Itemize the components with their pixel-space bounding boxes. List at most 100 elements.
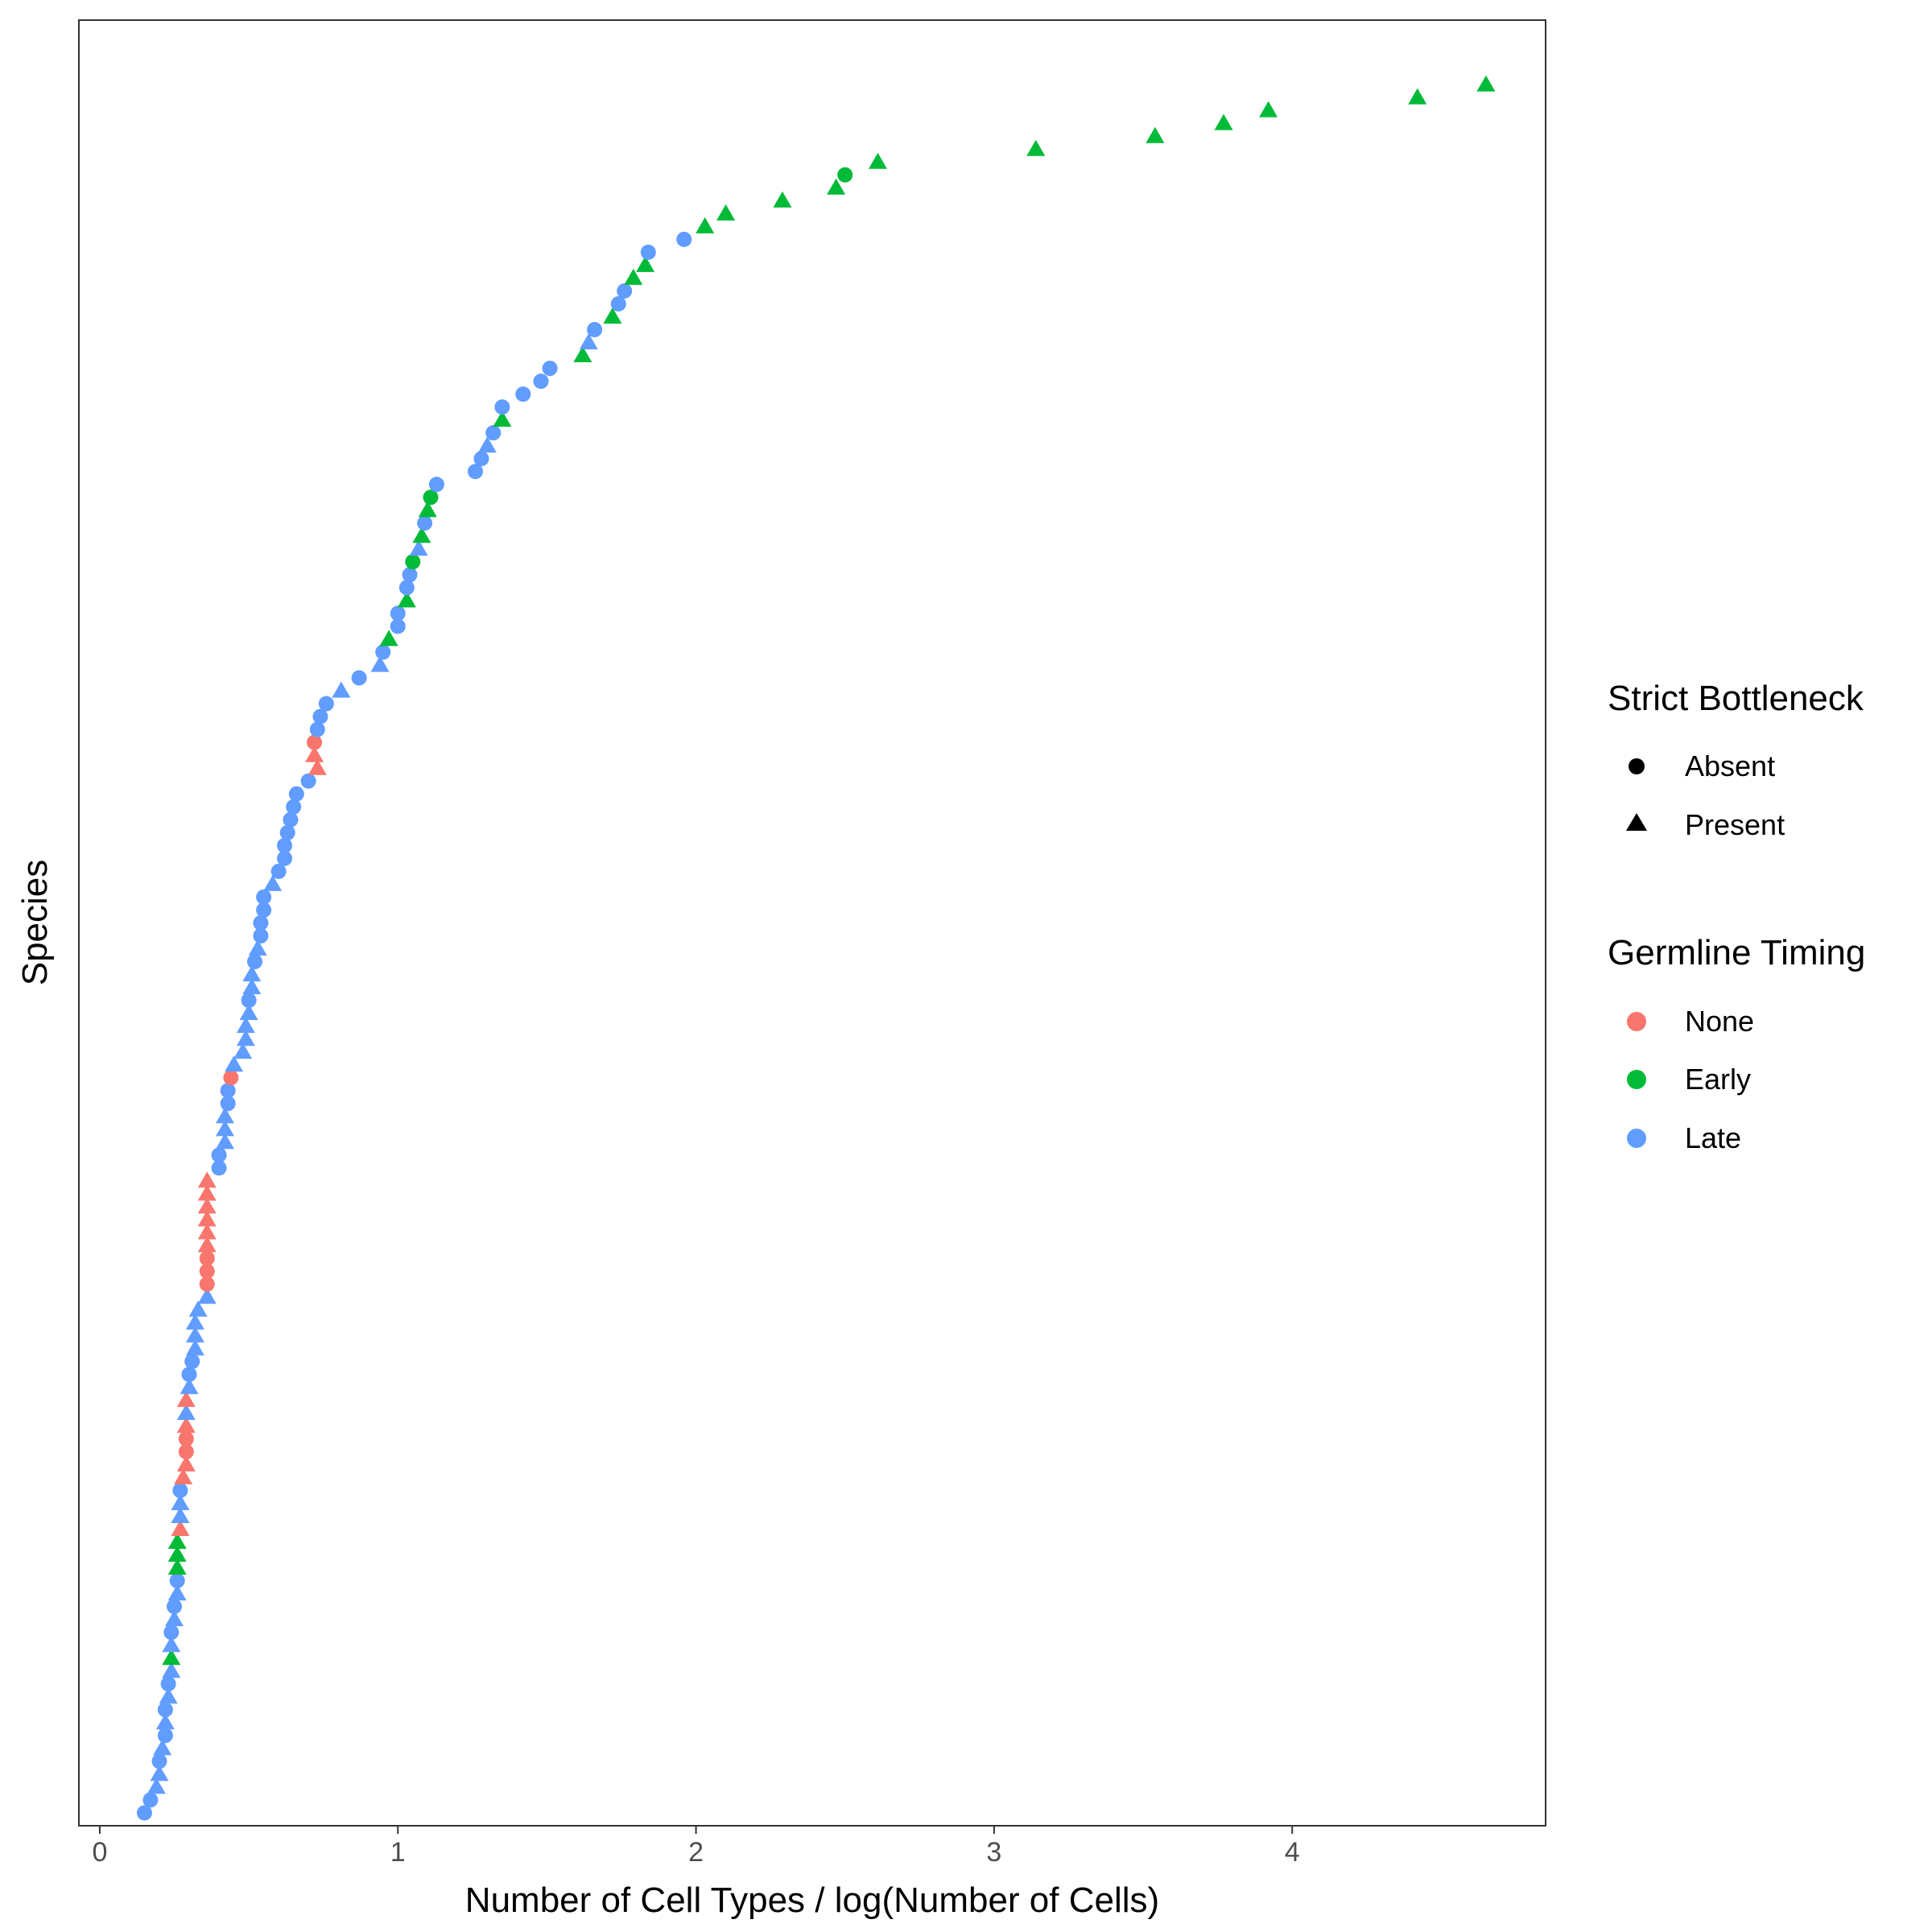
data-point-triangle [379, 630, 398, 646]
data-point-circle [199, 1276, 215, 1292]
data-point-triangle [1476, 75, 1496, 92]
data-point-triangle [188, 1300, 208, 1317]
data-point-triangle [636, 255, 655, 272]
data-point-triangle [1259, 101, 1278, 118]
data-point-triangle [185, 1339, 204, 1356]
legend-title: Germline Timing [1608, 933, 1865, 972]
data-point-triangle [573, 346, 592, 363]
data-point-triangle [248, 939, 267, 956]
data-point-triangle [171, 1506, 190, 1523]
data-point-triangle [696, 217, 715, 233]
data-point-circle [157, 1728, 173, 1744]
data-point-triangle [215, 1120, 234, 1137]
data-point-triangle [603, 307, 622, 324]
legend-key-present [1626, 813, 1647, 831]
data-point-circle [485, 425, 502, 441]
data-point-triangle [150, 1765, 169, 1781]
data-point-triangle [233, 1042, 253, 1059]
data-point-circle [160, 1676, 176, 1692]
data-point-triangle [477, 436, 497, 453]
data-point-circle [220, 1096, 236, 1112]
data-point-circle [286, 799, 302, 815]
data-point-circle [542, 361, 558, 377]
data-point-circle [837, 167, 853, 183]
data-point-circle [617, 283, 633, 299]
data-point-triangle [185, 1313, 204, 1330]
data-points [136, 75, 1496, 1821]
data-point-circle [468, 464, 484, 480]
legend-label-late: Late [1685, 1121, 1741, 1154]
data-point-triangle [153, 1739, 172, 1756]
data-point-triangle [176, 1403, 196, 1420]
data-point-triangle [185, 1326, 204, 1343]
data-point-triangle [197, 1210, 217, 1227]
data-point-circle [136, 1805, 152, 1821]
data-point-triangle [167, 1546, 187, 1563]
data-point-circle [167, 1599, 183, 1615]
data-point-triangle [215, 1133, 234, 1150]
data-point-triangle [174, 1468, 193, 1484]
data-point-triangle [493, 411, 512, 427]
data-point-circle [676, 231, 692, 247]
x-tick-label: 2 [688, 1837, 704, 1868]
legend-label-absent: Absent [1685, 749, 1775, 782]
data-point-triangle [263, 874, 283, 891]
data-point-circle [241, 993, 257, 1009]
data-point-circle [288, 786, 304, 802]
data-point-circle [253, 928, 269, 944]
data-point-circle [178, 1443, 194, 1459]
data-point-triangle [418, 501, 437, 518]
x-axis-title: Number of Cell Types / log(Number of Cel… [465, 1880, 1159, 1920]
data-point-triangle [155, 1713, 175, 1730]
legend-key-none [1627, 1012, 1646, 1031]
data-point-triangle [242, 978, 262, 995]
data-point-triangle [868, 152, 887, 169]
data-point-circle [181, 1366, 197, 1382]
data-point-circle [199, 1263, 215, 1279]
data-point-triangle [171, 1520, 190, 1537]
data-point-circle [405, 554, 421, 570]
x-tick-label: 3 [986, 1837, 1001, 1868]
data-point-triangle [239, 1004, 258, 1021]
data-point-circle [220, 1083, 236, 1099]
data-point-circle [309, 721, 325, 737]
data-point-triangle [167, 1533, 187, 1550]
data-point-circle [515, 386, 531, 402]
x-tick-label: 1 [390, 1837, 406, 1868]
legend-label-early: Early [1685, 1063, 1751, 1096]
data-point-circle [270, 863, 287, 879]
data-point-triangle [215, 1107, 234, 1124]
legend-germline-timing: Germline Timing None Early Late [1608, 933, 1865, 1154]
data-point-triangle [197, 1197, 217, 1214]
data-point-circle [390, 605, 406, 621]
data-point-triangle [162, 1636, 181, 1653]
data-point-circle [533, 374, 549, 390]
data-point-triangle [308, 758, 327, 775]
data-point-circle [428, 477, 444, 493]
data-point-triangle [1214, 114, 1233, 130]
data-point-triangle [412, 526, 431, 543]
data-point-triangle [332, 681, 351, 698]
data-point-triangle [242, 965, 262, 982]
data-point-circle [277, 850, 293, 866]
data-point-triangle [225, 1055, 244, 1072]
data-point-circle [375, 644, 391, 660]
data-point-triangle [236, 1030, 255, 1046]
data-point-circle [151, 1753, 167, 1769]
data-point-circle [163, 1624, 180, 1641]
data-point-triangle [176, 1390, 196, 1407]
data-point-circle [312, 708, 328, 724]
data-point-triangle [159, 1687, 178, 1704]
data-point-triangle [165, 1610, 184, 1627]
data-point-circle [318, 696, 334, 712]
data-point-triangle [716, 204, 736, 221]
data-point-triangle [176, 1416, 196, 1433]
data-point-circle [610, 295, 626, 312]
data-point-circle [169, 1573, 185, 1589]
data-point-triangle [180, 1377, 199, 1394]
data-point-circle [178, 1430, 194, 1447]
legend-key-late [1627, 1129, 1646, 1148]
data-point-triangle [370, 655, 390, 672]
data-point-circle [423, 489, 439, 506]
data-point-triangle [167, 1584, 187, 1601]
